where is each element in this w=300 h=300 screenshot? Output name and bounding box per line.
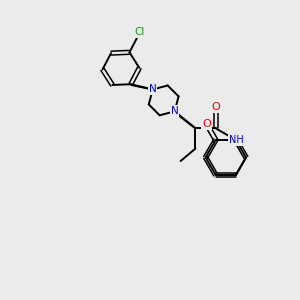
Text: N: N (149, 85, 157, 94)
Text: N: N (171, 106, 178, 116)
Text: O: O (202, 119, 211, 129)
Text: O: O (211, 102, 220, 112)
Text: NH: NH (229, 135, 243, 145)
Text: Cl: Cl (135, 27, 145, 37)
